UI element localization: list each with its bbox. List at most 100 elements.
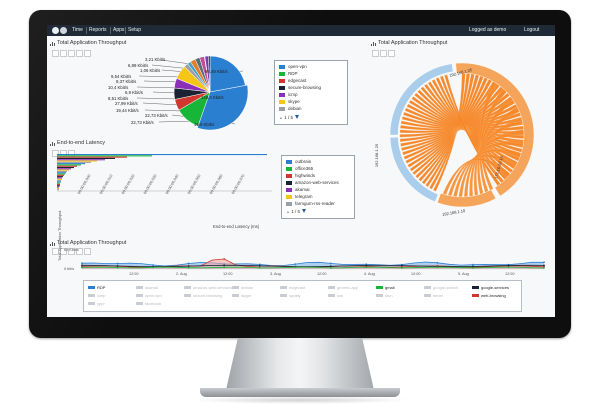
latency-bar[interactable]: [57, 169, 69, 171]
legend-pager-next-icon[interactable]: [302, 209, 306, 213]
timeline-point[interactable]: [223, 258, 226, 260]
nav-apps[interactable]: Apps: [113, 27, 125, 33]
latency-bar[interactable]: [57, 177, 62, 179]
legend-pager[interactable]: ▲ 1 / 5: [279, 115, 299, 120]
pan-tool-icon[interactable]: [60, 50, 67, 57]
timeline-point[interactable]: [81, 264, 83, 267]
latency-bar[interactable]: [57, 164, 81, 166]
nav-time[interactable]: Time: [72, 27, 83, 33]
timeline-legend-item[interactable]: stun: [376, 293, 393, 298]
latency-bar[interactable]: [57, 181, 61, 183]
timeline-point[interactable]: [294, 266, 297, 269]
timeline-legend-item[interactable]: facebook: [136, 301, 161, 306]
export-tool-icon[interactable]: [76, 50, 83, 57]
pie-legend-item[interactable]: edgecast: [279, 78, 306, 83]
latency-legend-item[interactable]: highwinds: [286, 173, 315, 178]
timeline-point[interactable]: [223, 266, 226, 269]
pie-slice[interactable]: [209, 55, 246, 93]
timeline-legend-item[interactable]: telnet: [424, 293, 443, 298]
latency-bar[interactable]: [57, 172, 66, 174]
latency-bar[interactable]: [57, 163, 85, 165]
timeline-point[interactable]: [329, 265, 332, 268]
timeline-point[interactable]: [187, 262, 190, 265]
timeline-legend-item[interactable]: akamai: [136, 285, 158, 290]
latency-bar[interactable]: [57, 154, 267, 156]
timeline-series-line[interactable]: [81, 261, 544, 267]
zoom-tool-icon[interactable]: [52, 50, 59, 57]
timeline-legend-item[interactable]: google-search: [424, 285, 458, 290]
timeline-point[interactable]: [365, 266, 368, 269]
timeline-point[interactable]: [152, 264, 154, 266]
latency-bar[interactable]: [57, 189, 59, 191]
settings-tool-icon[interactable]: [84, 50, 91, 57]
timeline-point[interactable]: [365, 264, 368, 267]
latency-bar[interactable]: [57, 161, 91, 163]
pie-legend-item[interactable]: RDP: [279, 71, 298, 76]
latency-legend-item[interactable]: office365: [286, 166, 313, 171]
timeline-point[interactable]: [507, 264, 510, 267]
timeline-legend-item[interactable]: yppr: [88, 301, 105, 306]
timeline-legend-item[interactable]: web-browsing: [472, 293, 506, 298]
timeline-point[interactable]: [81, 262, 83, 265]
timeline-legend-item[interactable]: icmp: [88, 293, 105, 298]
legend-pager-prev-icon[interactable]: ▲: [286, 209, 290, 214]
latency-bar[interactable]: [57, 183, 60, 185]
legend-pager-prev-icon[interactable]: ▲: [279, 115, 283, 120]
pan-tool-icon[interactable]: [60, 248, 67, 255]
pan-tool-icon[interactable]: [380, 50, 387, 57]
latency-bar[interactable]: [57, 187, 59, 189]
latency-legend-item[interactable]: farmgum-rss-reader: [286, 201, 335, 206]
latency-bar[interactable]: [57, 176, 63, 178]
timeline-legend-item[interactable]: ssh: [328, 293, 343, 298]
timeline-point[interactable]: [258, 263, 261, 266]
timeline-point[interactable]: [329, 262, 332, 265]
timeline-legend-item[interactable]: gmail: [376, 285, 395, 290]
reset-tool-icon[interactable]: [68, 50, 75, 57]
legend-pager-next-icon[interactable]: [295, 115, 299, 119]
latency-bar[interactable]: [57, 173, 65, 175]
timeline-point[interactable]: [436, 261, 439, 264]
timeline-point[interactable]: [223, 264, 226, 267]
timeline-point[interactable]: [400, 266, 403, 269]
timeline-point[interactable]: [543, 264, 545, 267]
reset-tool-icon[interactable]: [68, 248, 75, 255]
legend-pager[interactable]: ▲ 1 / 5: [286, 209, 306, 214]
timeline-point[interactable]: [400, 264, 403, 267]
latency-bar[interactable]: [57, 185, 60, 187]
latency-bar[interactable]: [57, 155, 152, 157]
timeline-legend-item[interactable]: debian: [232, 285, 253, 290]
latency-legend-item[interactable]: akamai: [286, 187, 310, 192]
zoom-tool-icon[interactable]: [52, 248, 59, 255]
pie-legend-item[interactable]: skype: [279, 99, 300, 104]
zoom-tool-icon[interactable]: [372, 50, 379, 57]
timeline-point[interactable]: [152, 266, 154, 269]
latency-bar[interactable]: [57, 156, 127, 158]
timeline-point[interactable]: [329, 266, 332, 269]
timeline-point[interactable]: [507, 266, 510, 269]
pie-legend-item[interactable]: open-vpn: [279, 64, 307, 69]
timeline-point[interactable]: [116, 262, 119, 265]
pie-legend-item[interactable]: debian: [279, 106, 302, 111]
timeline-point[interactable]: [81, 266, 83, 269]
pie-legend-item[interactable]: secure-browsing: [279, 85, 321, 90]
latency-legend-item[interactable]: telegram: [286, 194, 313, 199]
settings-tool-icon[interactable]: [84, 248, 91, 255]
chord-arc[interactable]: [389, 137, 439, 203]
timeline-point[interactable]: [187, 266, 190, 269]
latency-bar[interactable]: [57, 186, 59, 188]
timeline-legend-item[interactable]: secure-browsing: [184, 293, 222, 298]
chord-arc[interactable]: [455, 62, 535, 197]
pie-slice[interactable]: [197, 84, 249, 131]
chord-arc[interactable]: [389, 63, 454, 136]
latency-bar[interactable]: [57, 170, 67, 172]
timeline-point[interactable]: [294, 263, 297, 265]
timeline-point[interactable]: [258, 266, 261, 269]
timeline-legend-item[interactable]: open-vpn: [136, 293, 162, 298]
timeline-legend-item[interactable]: edgecast: [280, 285, 305, 290]
reset-tool-icon[interactable]: [388, 50, 395, 57]
timeline-point[interactable]: [258, 264, 261, 267]
app-logo-icon[interactable]: [52, 27, 59, 34]
timeline-point[interactable]: [543, 261, 545, 264]
latency-bar[interactable]: [57, 168, 71, 170]
latency-bar[interactable]: [57, 160, 97, 162]
